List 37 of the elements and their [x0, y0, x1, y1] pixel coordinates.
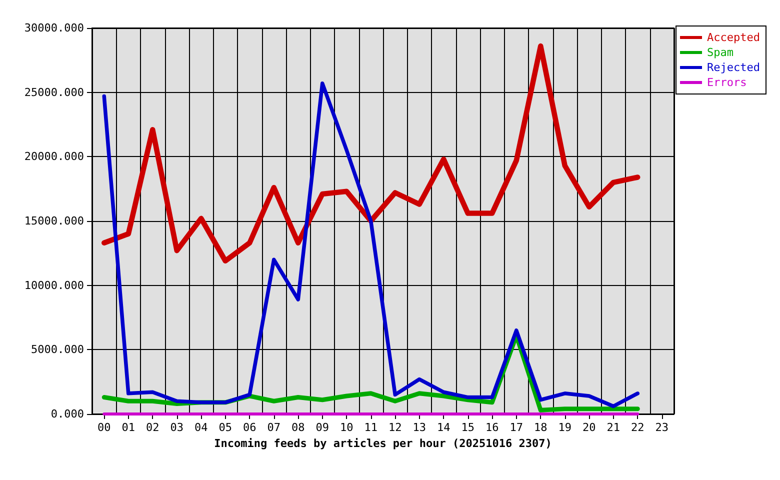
x-tick-label: 03	[170, 421, 184, 434]
x-tick-label: 11	[364, 421, 378, 434]
legend-label: Errors	[707, 76, 747, 89]
x-tick-label: 06	[243, 421, 256, 434]
y-tick-label: 10000.000	[24, 278, 84, 292]
x-tick-label: 10	[340, 421, 354, 434]
x-tick-label: 23	[655, 421, 668, 434]
x-tick-label: 12	[388, 421, 402, 434]
x-tick-label: 22	[631, 421, 644, 434]
x-tick-label: 16	[486, 421, 499, 434]
x-tick-label: 08	[292, 421, 305, 434]
x-tick-label: 09	[316, 421, 329, 434]
x-tick-label: 05	[218, 421, 232, 434]
x-tick-label: 00	[98, 421, 111, 434]
y-tick-label: 20000.000	[24, 150, 84, 164]
x-tick-label: 13	[412, 421, 426, 434]
x-tick-label: 18	[534, 421, 548, 434]
x-tick-label: 04	[194, 421, 208, 434]
x-tick-label: 15	[461, 421, 474, 434]
legend-label: Rejected	[707, 61, 760, 74]
x-tick-label: 02	[146, 421, 160, 434]
x-tick-label: 21	[606, 421, 620, 434]
x-tick-label: 17	[510, 421, 523, 434]
line-series	[102, 81, 640, 408]
x-axis-title: Incoming feeds by articles per hour (20251016 2307)	[214, 436, 552, 450]
x-tick-label: 20	[582, 421, 596, 434]
x-tick-label: 07	[267, 421, 280, 434]
legend-label: Accepted	[707, 31, 760, 44]
x-tick-label: 01	[122, 421, 135, 434]
y-tick-label: 30000.000	[24, 22, 84, 34]
y-tick-label: 0.000	[50, 408, 84, 420]
x-tick-label: 19	[558, 421, 572, 434]
y-tick-label: 25000.000	[24, 86, 84, 99]
y-tick-label: 15000.000	[24, 214, 84, 228]
legend-label: Spam	[707, 46, 734, 59]
x-tick-label: 14	[437, 421, 451, 434]
y-tick-label: 5000.000	[31, 343, 84, 356]
